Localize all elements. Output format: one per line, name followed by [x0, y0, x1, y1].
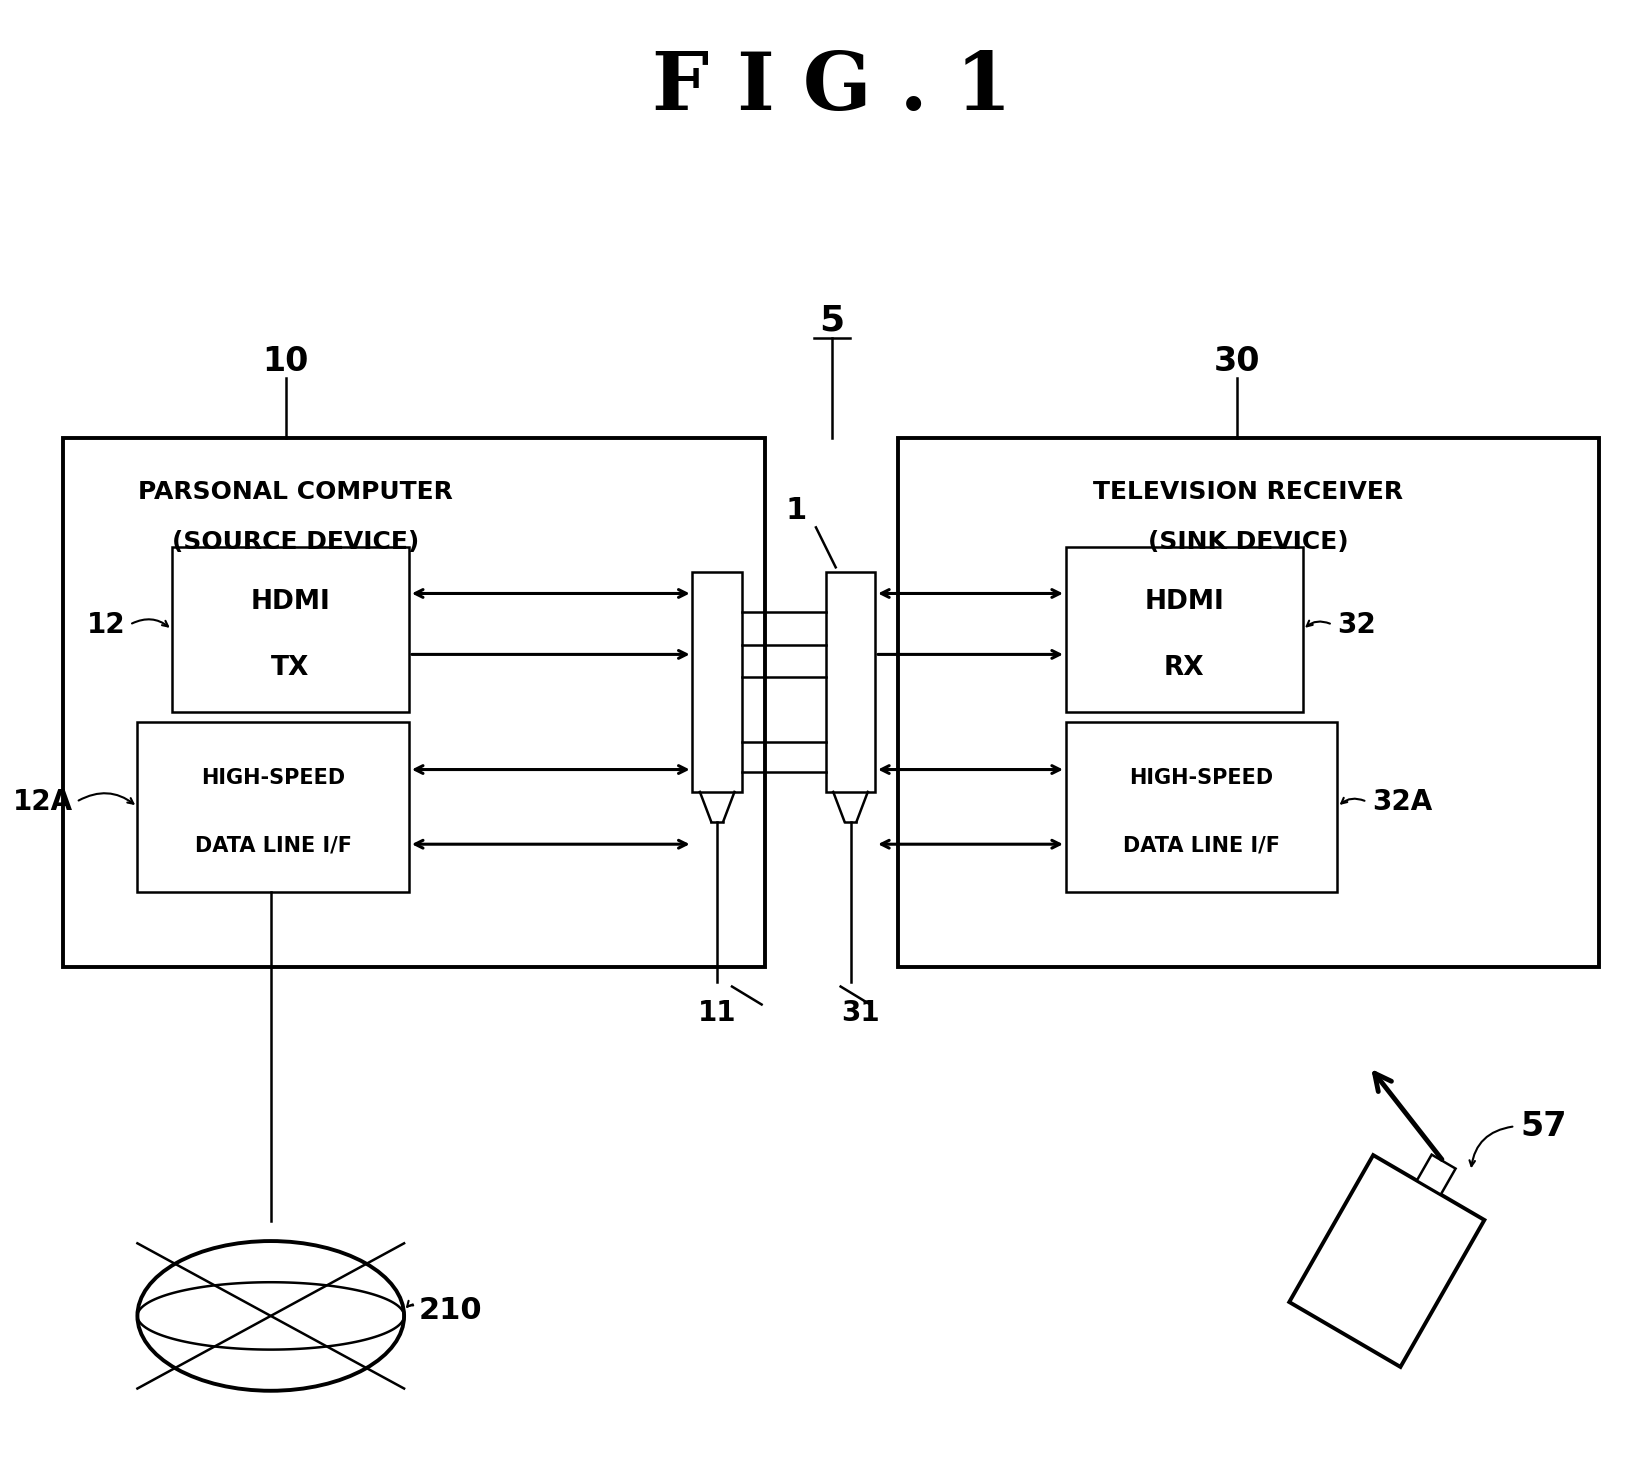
Polygon shape: [1289, 1155, 1485, 1366]
Bar: [826, 572, 876, 792]
Text: 11: 11: [698, 998, 736, 1027]
Bar: [1067, 548, 1304, 712]
Text: 57: 57: [1521, 1109, 1567, 1143]
Text: RX: RX: [1164, 654, 1205, 681]
Text: HDMI: HDMI: [250, 589, 331, 614]
Text: HIGH-SPEED: HIGH-SPEED: [1129, 768, 1274, 789]
Text: 210: 210: [418, 1297, 482, 1325]
Text: HDMI: HDMI: [1144, 589, 1225, 614]
Text: 31: 31: [841, 998, 879, 1027]
Text: (SOURCE DEVICE): (SOURCE DEVICE): [171, 530, 420, 554]
Text: (SINK DEVICE): (SINK DEVICE): [1149, 530, 1348, 554]
Text: 12: 12: [87, 610, 125, 638]
Bar: [171, 548, 408, 712]
Text: 10: 10: [262, 344, 309, 378]
Bar: [1067, 722, 1338, 892]
Text: TELEVISION RECEIVER: TELEVISION RECEIVER: [1093, 480, 1404, 505]
Text: PARSONAL COMPUTER: PARSONAL COMPUTER: [138, 480, 453, 505]
Text: F I G . 1: F I G . 1: [652, 49, 1012, 127]
Bar: [137, 722, 408, 892]
Text: 32A: 32A: [1373, 787, 1432, 815]
Bar: [693, 572, 742, 792]
Polygon shape: [1417, 1155, 1455, 1195]
Text: DATA LINE I/F: DATA LINE I/F: [1123, 836, 1281, 855]
Bar: [63, 437, 765, 966]
Text: DATA LINE I/F: DATA LINE I/F: [194, 836, 352, 855]
Text: 30: 30: [1213, 344, 1259, 378]
Text: 5: 5: [820, 304, 844, 338]
Text: 32: 32: [1338, 610, 1376, 638]
Bar: [899, 437, 1600, 966]
Text: TX: TX: [272, 654, 309, 681]
Text: HIGH-SPEED: HIGH-SPEED: [201, 768, 346, 789]
Text: 1: 1: [785, 496, 807, 526]
Text: 12A: 12A: [13, 787, 72, 815]
